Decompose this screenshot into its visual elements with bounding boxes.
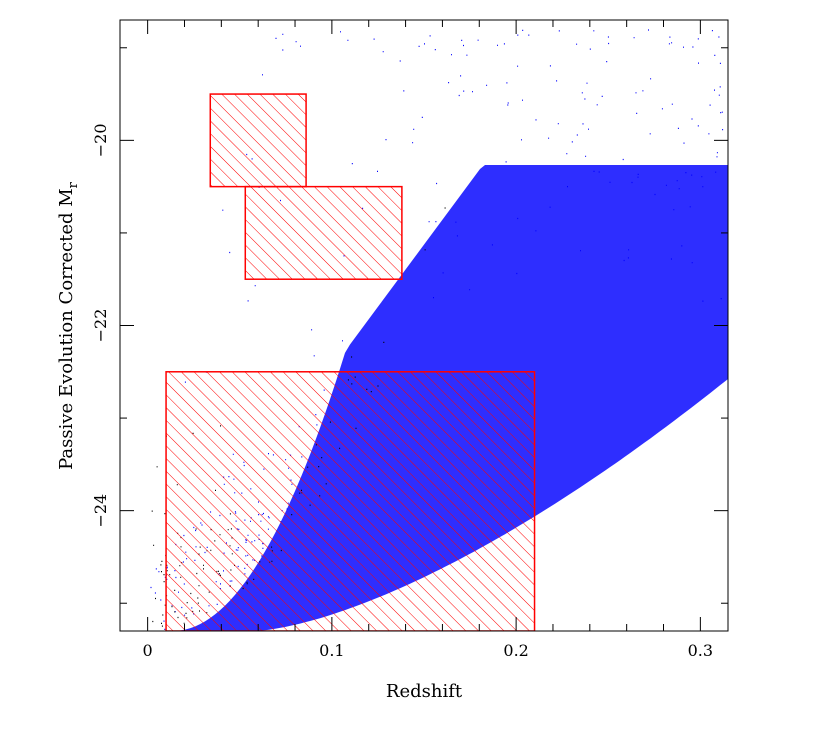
x-axis-label: Redshift: [386, 681, 463, 702]
y-tick-label: −24: [91, 494, 110, 528]
y-tick-label: −20: [91, 123, 110, 157]
x-tick-label: 0.3: [688, 641, 713, 660]
selection-region-3: [209, 93, 307, 188]
x-tick-label: 0.1: [319, 641, 344, 660]
selection-region-2: [244, 185, 403, 280]
selection-regions: [165, 93, 536, 631]
y-axis-label: Passive Evolution Corrected Mr: [56, 181, 81, 470]
x-tick-label: 0.2: [503, 641, 528, 660]
selection-region-1: [165, 371, 536, 631]
y-axis-label-subscript: r: [66, 181, 81, 188]
axes: 0 0.1 0.2 0.3 −20 −22 −24: [91, 20, 728, 660]
x-tick-label: 0: [143, 641, 153, 660]
y-axis-label-main: Passive Evolution Corrected M: [56, 188, 77, 470]
y-tick-label: −22: [91, 309, 110, 343]
